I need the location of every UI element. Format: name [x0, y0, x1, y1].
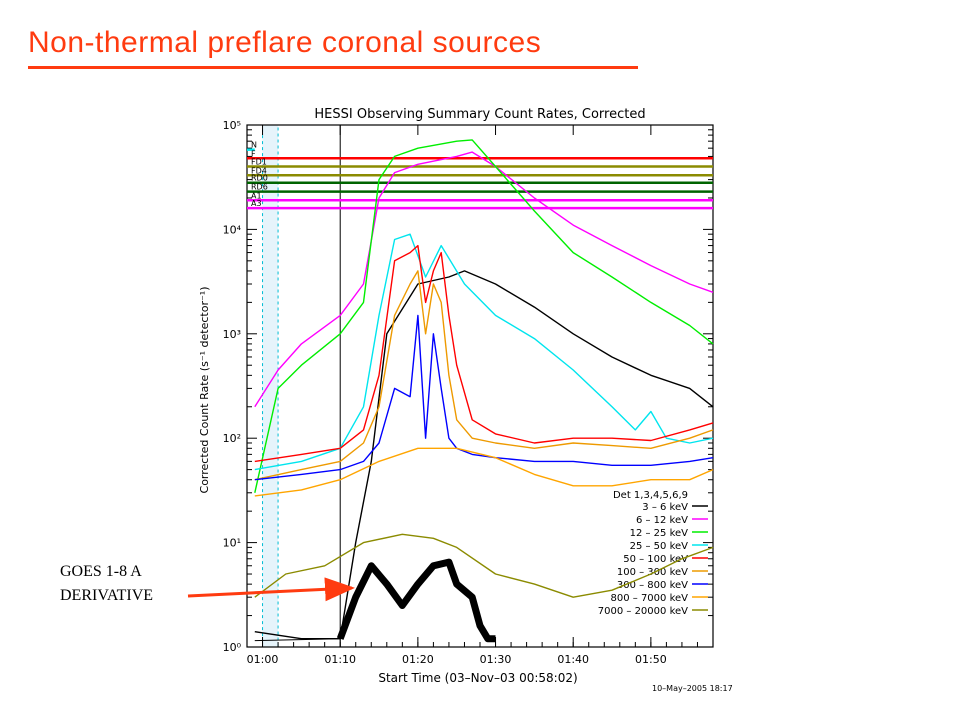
state-bar-label: RD0 — [251, 174, 268, 183]
series-line — [254, 270, 714, 481]
state-bar-label: A3 — [251, 199, 262, 208]
preflare-interval-band — [262, 124, 279, 648]
y-tick-label: 10⁰ — [223, 641, 242, 654]
x-axis-label: Start Time (03–Nov–03 00:58:02) — [378, 671, 577, 685]
goes-annotation-line2: DERIVATIVE — [60, 587, 154, 604]
y-tick-label: 10⁵ — [223, 119, 241, 132]
series-line — [254, 233, 714, 471]
y-tick-label: 10⁴ — [223, 223, 242, 236]
x-tick-label: 01:40 — [557, 653, 589, 666]
y-axis-label: Corrected Count Rate (s⁻¹ detector⁻¹) — [198, 287, 211, 494]
legend-entry: 50 – 100 keV — [623, 554, 688, 565]
series-line — [254, 447, 714, 497]
goes-annotation-line1: GOES 1-8 A — [60, 563, 142, 580]
state-bar-label: A1 — [251, 191, 262, 200]
series-line — [254, 314, 714, 481]
series-line — [254, 244, 714, 463]
chart-title: HESSI Observing Summary Count Rates, Cor… — [314, 107, 645, 122]
goes-annotation: GOES 1-8 A DERIVATIVE — [60, 560, 153, 608]
slide-title: Non-thermal preflare coronal sources — [28, 26, 542, 59]
series-line — [254, 533, 714, 598]
annotation-arrow — [187, 577, 355, 602]
state-bar-label: FD4 — [251, 166, 267, 175]
x-tick-label: 01:00 — [247, 653, 279, 666]
goes-baseline — [254, 638, 341, 642]
legend-entry: 12 – 25 keV — [630, 528, 689, 539]
y-tick-label: 10² — [223, 432, 241, 445]
legend-title: Det 1,3,4,5,6,9 — [613, 490, 688, 501]
state-bar-label: N — [251, 141, 257, 150]
x-tick-label: 01:20 — [402, 653, 434, 666]
series-line — [254, 139, 714, 493]
y-tick-label: 10¹ — [223, 537, 241, 550]
legend-entry: 800 – 7000 keV — [611, 593, 689, 604]
state-bar-label: RD6 — [251, 183, 268, 192]
legend-entry: 6 – 12 keV — [636, 515, 688, 526]
x-tick-label: 01:30 — [480, 653, 512, 666]
title-underline — [28, 66, 638, 69]
legend-entry: 300 – 800 keV — [617, 580, 688, 591]
y-tick-label: 10³ — [223, 328, 241, 341]
footer-stamp: 10–May–2005 18:17 — [652, 684, 733, 693]
state-bar-label: F — [251, 149, 256, 158]
legend-entry: 7000 – 20000 keV — [598, 606, 688, 617]
x-tick-label: 01:10 — [324, 653, 356, 666]
legend-entry: 25 – 50 keV — [630, 541, 689, 552]
series-line — [254, 151, 714, 408]
x-tick-label: 01:50 — [635, 653, 667, 666]
goes-derivative-line — [336, 558, 496, 643]
legend-entry: 3 – 6 keV — [642, 502, 688, 513]
state-bar-label: FD1 — [251, 158, 267, 167]
